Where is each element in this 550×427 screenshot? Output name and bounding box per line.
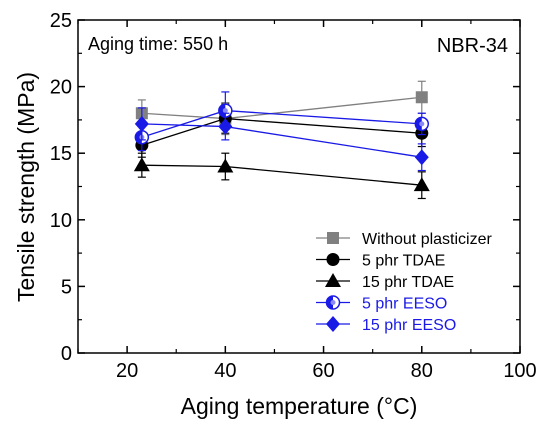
legend-label: Without plasticizer: [362, 231, 492, 248]
material-annotation: NBR-34: [437, 35, 508, 57]
y-tick-label: 15: [50, 143, 72, 165]
data-point: [415, 91, 428, 104]
aging-time-annotation: Aging time: 550 h: [88, 34, 228, 54]
series-line: [141, 109, 422, 138]
legend-label: 5 phr EESO: [362, 296, 447, 313]
data-point: [133, 157, 150, 172]
legend-marker: [325, 273, 341, 287]
x-tick-label: 80: [411, 360, 433, 382]
series-line: [141, 164, 422, 186]
legend: Without plasticizer 5 phr TDAE 15 phr TDAE…: [316, 231, 492, 334]
legend-marker: [326, 316, 340, 332]
x-axis-title: Aging temperature (°C): [181, 393, 418, 419]
series-0: [135, 80, 428, 136]
series-line: [141, 117, 422, 146]
plot-frame: [77, 19, 521, 354]
data-point: [414, 116, 430, 132]
legend-item: Without plasticizer: [316, 231, 492, 248]
series-line: [141, 96, 422, 120]
y-tick-label: 25: [50, 10, 72, 32]
legend-item: 15 phr EESO: [316, 316, 456, 334]
legend-label: 15 phr TDAE: [362, 274, 454, 291]
legend-item: 5 phr EESO: [316, 295, 447, 313]
data-point: [414, 149, 429, 166]
legend-label: 15 phr EESO: [362, 317, 456, 334]
data-point: [217, 158, 234, 173]
x-tick-label: 40: [214, 360, 236, 382]
y-tick-label: 20: [50, 77, 72, 99]
legend-marker: [325, 295, 341, 310]
legend-item: 15 phr TDAE: [316, 273, 454, 291]
y-axis-title: Tensile strength (MPa): [13, 72, 39, 302]
legend-marker: [327, 232, 339, 244]
x-tick-label: 100: [503, 360, 536, 382]
series-2: [133, 152, 430, 200]
data-point: [413, 177, 430, 192]
axis-ticks: 20 40 60 80 100 0 5 10 15 20 25: [50, 10, 537, 382]
series-layer: [133, 80, 430, 200]
y-tick-label: 10: [50, 210, 72, 232]
data-point: [218, 118, 233, 135]
legend-marker: [326, 253, 340, 266]
legend-item: 5 phr TDAE: [316, 253, 445, 270]
y-tick-label: 5: [61, 276, 72, 298]
y-tick-label: 0: [61, 343, 72, 365]
series-line: [141, 123, 422, 158]
legend-label: 5 phr TDAE: [362, 253, 445, 270]
x-tick-label: 60: [312, 360, 334, 382]
x-tick-label: 20: [116, 360, 138, 382]
series-4: [134, 107, 429, 172]
data-point: [134, 115, 149, 132]
